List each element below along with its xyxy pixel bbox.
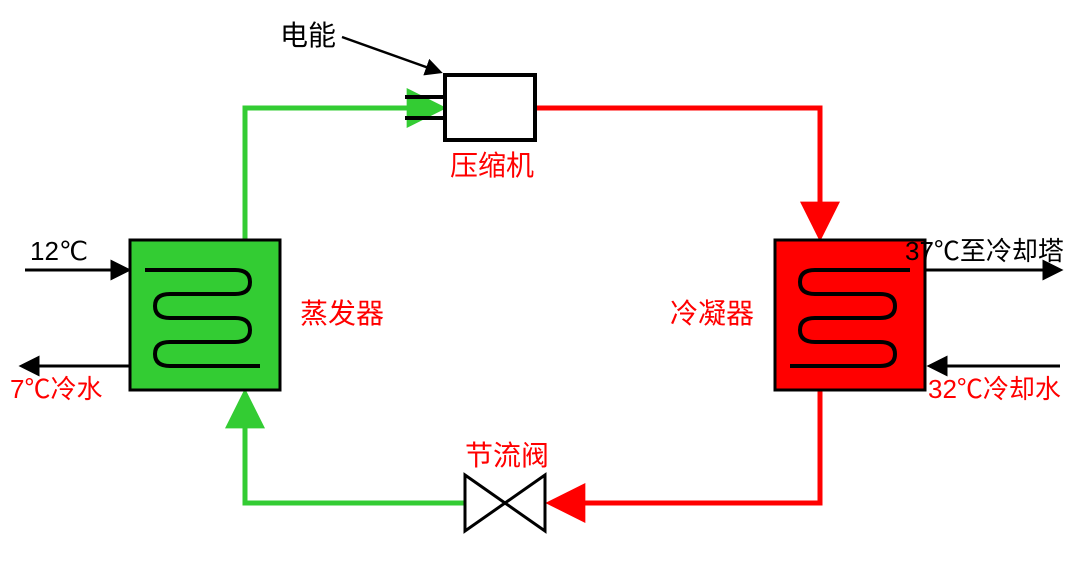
evaporator-label: 蒸发器: [300, 298, 384, 329]
evap-outlet-label: 7℃冷水: [10, 374, 102, 404]
cond-inlet-label: 32℃冷却水: [928, 374, 1061, 404]
condenser-label: 冷凝器: [670, 298, 754, 329]
throttle-label: 节流阀: [465, 440, 549, 471]
pipe-compressor-to-condenser: [535, 108, 820, 235]
throttle-node: [465, 475, 545, 531]
cond-outlet-label: 37℃至冷却塔: [905, 236, 1064, 266]
power-arrow: [342, 37, 440, 72]
pipe-evap-to-compressor: [245, 108, 440, 240]
refrigeration-cycle-diagram: 蒸发器 12℃ 7℃冷水 冷凝器 37℃至冷却塔 32℃冷却水 压缩机 电能 节…: [0, 0, 1080, 565]
compressor-label: 压缩机: [450, 150, 534, 181]
pipe-throttle-to-evaporator: [245, 395, 465, 503]
condenser-node: [775, 240, 925, 390]
evaporator-node: [130, 240, 280, 390]
evap-inlet-temp: 12℃: [30, 236, 88, 266]
power-label: 电能: [280, 20, 336, 51]
pipe-condenser-to-throttle: [552, 390, 820, 503]
